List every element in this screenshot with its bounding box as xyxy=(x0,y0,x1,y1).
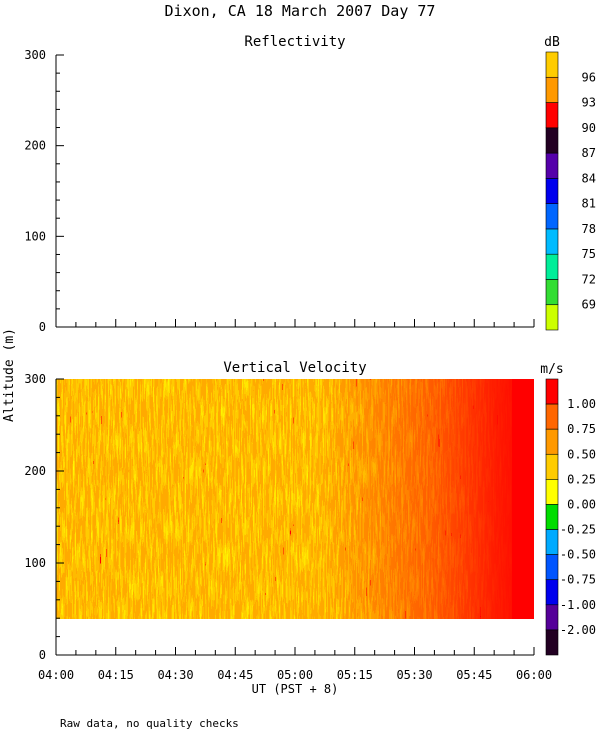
velocity-colorbar-unit: m/s xyxy=(540,362,563,377)
reflectivity-y-tick-label: 0 xyxy=(39,320,46,334)
reflectivity-colorbar-swatch xyxy=(545,279,559,306)
velocity-colorbar-swatch xyxy=(545,579,559,606)
vertical-velocity-panel: Vertical Velocity 0 100 200 300 04:00 04:15 04… xyxy=(24,360,552,696)
velocity-x-tick-label: 04:00 xyxy=(38,668,74,682)
reflectivity-colorbar-swatch xyxy=(545,253,559,280)
velocity-colorbar-label: 1.00 xyxy=(567,397,596,411)
velocity-colorbar-label: 0.50 xyxy=(567,447,596,461)
reflectivity-title: Reflectivity xyxy=(244,34,345,50)
reflectivity-colorbar-swatch xyxy=(545,102,559,129)
reflectivity-colorbar-swatch xyxy=(545,178,559,204)
reflectivity-colorbar-swatch xyxy=(545,127,559,154)
velocity-x-tick-label: 06:00 xyxy=(516,668,552,682)
velocity-colorbar: m/s 1.00 0.75 0.50 0.25 0.00 -0.25 -0.50 -0.75 -… xyxy=(540,362,596,656)
reflectivity-colorbar-label: 69 xyxy=(582,298,596,312)
reflectivity-colorbar-swatch xyxy=(545,76,559,103)
velocity-colorbar-label: -0.75 xyxy=(560,573,596,587)
velocity-x-tick-label: 04:15 xyxy=(98,668,134,682)
velocity-colorbar-swatch xyxy=(545,629,559,656)
x-axis-label: UT (PST + 8) xyxy=(252,682,339,696)
reflectivity-y-tick-label: 100 xyxy=(24,229,46,243)
velocity-colorbar-label: -0.50 xyxy=(560,548,596,562)
reflectivity-colorbar-swatch xyxy=(545,304,559,331)
figure-title: Dixon, CA 18 March 2007 Day 77 xyxy=(165,2,436,20)
footnote: Raw data, no quality checks xyxy=(60,717,239,730)
velocity-colorbar-label: -1.00 xyxy=(560,598,596,612)
velocity-heatmap xyxy=(56,379,534,619)
velocity-colorbar-swatch xyxy=(545,378,559,405)
velocity-colorbar-label: -2.00 xyxy=(560,623,596,637)
reflectivity-colorbar-label: 90 xyxy=(582,121,596,135)
velocity-colorbar-swatch xyxy=(545,529,559,555)
velocity-colorbar-label: 0.75 xyxy=(567,422,596,436)
velocity-x-tick-label: 04:45 xyxy=(217,668,253,682)
reflectivity-colorbar-label: 72 xyxy=(582,272,596,286)
velocity-colorbar-swatch xyxy=(545,504,559,530)
velocity-colorbar-swatch xyxy=(545,403,559,430)
velocity-colorbar-label: -0.25 xyxy=(560,523,596,537)
reflectivity-colorbar-label: 84 xyxy=(582,171,596,185)
reflectivity-colorbar-swatch xyxy=(545,152,559,179)
reflectivity-colorbar-label: 81 xyxy=(582,197,596,211)
velocity-colorbar-swatch xyxy=(545,453,559,480)
velocity-colorbar-swatch xyxy=(545,604,559,631)
velocity-y-tick-label: 300 xyxy=(24,372,46,386)
velocity-y-tick-label: 200 xyxy=(24,464,46,478)
velocity-x-tick-label: 05:15 xyxy=(337,668,373,682)
reflectivity-y-tick-label: 200 xyxy=(24,139,46,153)
velocity-colorbar-swatch xyxy=(545,554,559,581)
reflectivity-colorbar-swatch xyxy=(545,228,559,255)
velocity-colorbar-label: 0.25 xyxy=(567,472,596,486)
reflectivity-colorbar-label: 75 xyxy=(582,247,596,261)
reflectivity-colorbar: dB 69 72 75 78 81 84 87 90 93 96 xyxy=(544,35,596,331)
velocity-x-tick-label: 04:30 xyxy=(157,668,193,682)
reflectivity-y-tick-label: 300 xyxy=(24,48,46,62)
velocity-colorbar-swatch xyxy=(545,428,559,455)
reflectivity-colorbar-label: 87 xyxy=(582,146,596,160)
reflectivity-colorbar-label: 93 xyxy=(582,96,596,110)
reflectivity-colorbar-unit: dB xyxy=(544,35,560,50)
reflectivity-panel: Reflectivity 0 100 200 300 xyxy=(24,34,535,334)
velocity-x-tick-label: 05:00 xyxy=(277,668,313,682)
velocity-y-tick-label: 100 xyxy=(24,556,46,570)
reflectivity-colorbar-swatch xyxy=(545,51,559,78)
reflectivity-colorbar-label: 96 xyxy=(582,70,596,84)
y-axis-label: Altitude (m) xyxy=(2,328,17,422)
velocity-x-tick-label: 05:45 xyxy=(456,668,492,682)
velocity-colorbar-label: 0.00 xyxy=(567,497,596,511)
velocity-y-tick-label: 0 xyxy=(39,648,46,662)
velocity-colorbar-swatch xyxy=(545,479,559,505)
reflectivity-colorbar-swatch xyxy=(545,203,559,230)
reflectivity-colorbar-label: 78 xyxy=(582,222,596,236)
velocity-title: Vertical Velocity xyxy=(223,360,366,376)
velocity-x-tick-label: 05:30 xyxy=(396,668,432,682)
